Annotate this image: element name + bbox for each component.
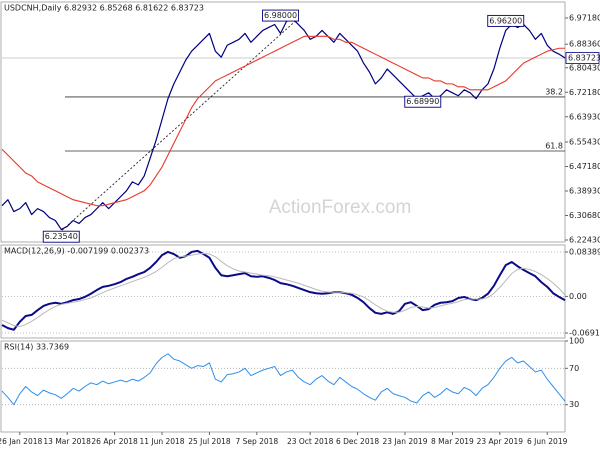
y-tick-label: 6.38930 xyxy=(569,187,600,196)
y-tick-label: 0.083892 xyxy=(569,247,600,256)
series-line xyxy=(1,253,566,328)
y-tick-label: 6.22430 xyxy=(569,236,600,245)
y-tick-label: 70 xyxy=(569,364,579,373)
y-tick-label: 6.30680 xyxy=(569,211,600,220)
panel-frame xyxy=(0,1,566,243)
trend-line xyxy=(58,16,301,234)
current-price-label: 6.83723 xyxy=(568,53,600,62)
x-tick-label: 25 Jul 2018 xyxy=(188,437,231,446)
y-tick-label: 6.97180 xyxy=(569,14,600,23)
x-tick-label: 7 Sep 2018 xyxy=(235,437,278,446)
x-tick-label: 13 Mar 2018 xyxy=(43,437,91,446)
x-tick-label: 8 Mar 2019 xyxy=(431,437,474,446)
x-tick-label: 6 Jun 2019 xyxy=(527,437,568,446)
x-tick-label: 11 Jun 2018 xyxy=(139,437,184,446)
price-annotation: 6.23540 xyxy=(45,232,78,241)
y-tick-label: 100 xyxy=(569,337,584,346)
y-tick-label: 6.47180 xyxy=(569,162,600,171)
y-tick-label: 6.72180 xyxy=(569,88,600,97)
y-tick-label: 6.63930 xyxy=(569,112,600,121)
y-tick-label: -0.069189 xyxy=(569,329,600,338)
x-tick-label: 23 Oct 2018 xyxy=(287,437,334,446)
x-tick-label: 26 Apr 2018 xyxy=(91,437,138,446)
panel-title: USDCNH,Daily 6.82932 6.85268 6.81622 6.8… xyxy=(4,4,204,13)
y-tick-label: 30 xyxy=(569,400,579,409)
y-tick-label: 0.00 xyxy=(569,292,587,301)
panel-frame xyxy=(0,340,566,433)
panel-frame xyxy=(0,244,566,339)
series-line xyxy=(1,35,565,207)
x-tick-label: 23 Jan 2019 xyxy=(383,437,428,446)
watermark: ActionForex.com xyxy=(269,197,412,218)
current-price-box xyxy=(565,52,600,64)
fib-label: 38.2 xyxy=(545,87,563,96)
fib-label: 61.8 xyxy=(545,142,563,151)
price-annotation: 6.68990 xyxy=(406,97,439,106)
price-annotation-box xyxy=(404,95,442,108)
price-annotation: 6.96200 xyxy=(489,16,522,25)
panel-title: MACD(12,26,9) -0.007199 0.002373 xyxy=(4,247,149,256)
y-tick-label: 6.80430 xyxy=(569,63,600,72)
price-annotation-box xyxy=(262,9,299,22)
price-annotation: 6.98000 xyxy=(264,11,297,20)
x-tick-label: 6 Dec 2018 xyxy=(336,437,379,446)
series-line xyxy=(1,353,566,406)
y-tick-label: 6.55430 xyxy=(569,138,600,147)
x-tick-label: 23 Apr 2019 xyxy=(477,437,524,446)
y-tick-label: 6.88360 xyxy=(569,40,600,49)
price-annotation-box xyxy=(487,14,525,27)
x-tick-label: 26 Jan 2018 xyxy=(0,437,42,446)
series-line xyxy=(1,17,566,231)
panel-title: RSI(14) 33.7369 xyxy=(4,343,69,352)
price-annotation-box xyxy=(42,230,80,243)
